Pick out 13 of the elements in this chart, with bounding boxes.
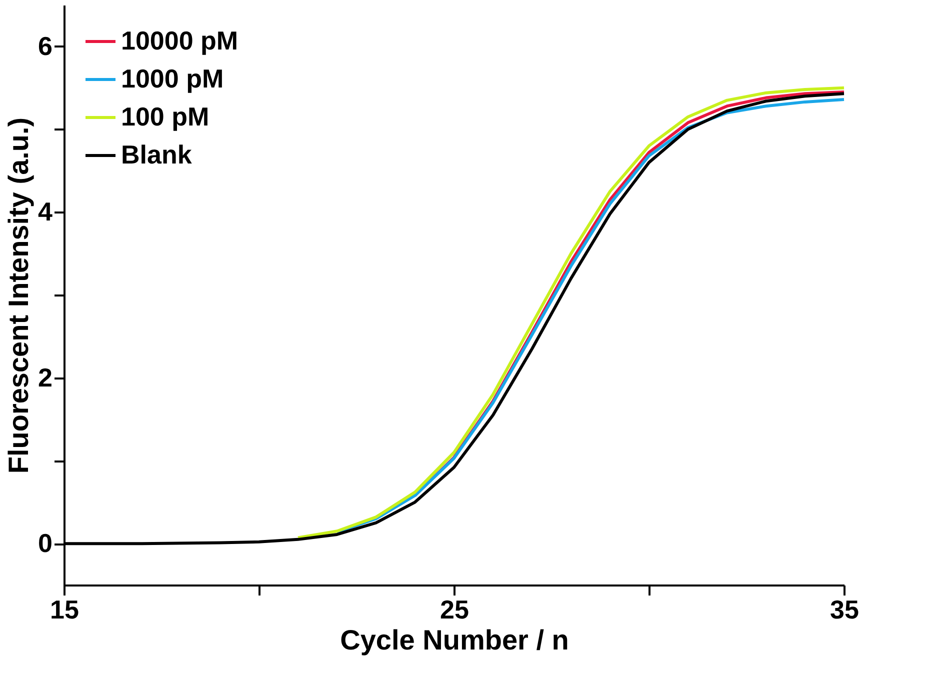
y-tick-label: 4 bbox=[38, 196, 54, 227]
legend-label: 1000 pM bbox=[121, 64, 224, 94]
y-axis-title: Fluorescent Intensity (a.u.) bbox=[3, 117, 34, 474]
legend-label: Blank bbox=[121, 140, 192, 170]
x-tick-label: 15 bbox=[50, 594, 79, 624]
legend-label: 100 pM bbox=[121, 102, 210, 132]
x-tick-label: 35 bbox=[830, 594, 859, 624]
legend-label: 10000 pM bbox=[121, 26, 238, 56]
x-axis-title: Cycle Number / n bbox=[340, 624, 569, 656]
y-tick-label: 6 bbox=[38, 30, 52, 61]
y-tick-label: 0 bbox=[38, 528, 52, 558]
x-tick-label: 25 bbox=[440, 594, 469, 624]
y-tick-label: 2 bbox=[38, 362, 52, 392]
